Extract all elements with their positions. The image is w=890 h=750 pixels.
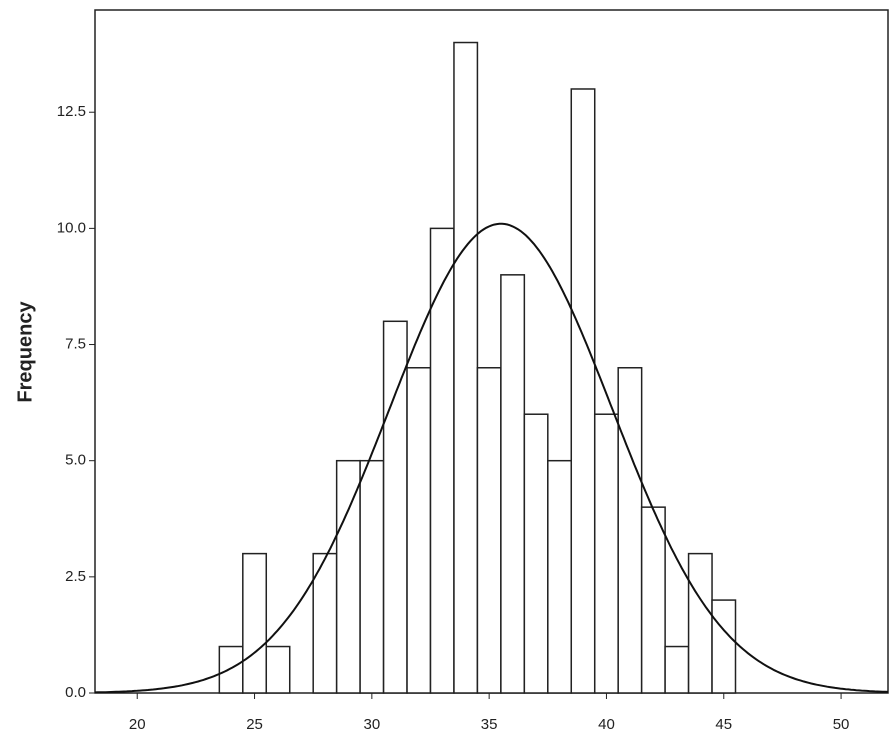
y-tick-label: 10.0 — [57, 219, 86, 236]
normal-curve — [94, 222, 889, 694]
bar — [429, 227, 455, 694]
bar — [570, 88, 596, 694]
x-tick-label: 20 — [129, 716, 146, 733]
bar — [687, 552, 713, 694]
x-tick-label: 45 — [715, 716, 732, 733]
y-tick-label: 2.5 — [65, 568, 86, 585]
bar — [711, 599, 737, 694]
x-tick-label: 50 — [833, 716, 850, 733]
x-tick-label: 30 — [364, 716, 381, 733]
bar — [453, 41, 479, 694]
y-tick-label: 5.0 — [65, 452, 86, 469]
y-axis-label: Frequency — [14, 301, 36, 403]
bar — [406, 367, 432, 694]
bar — [593, 413, 619, 694]
bar — [523, 413, 549, 694]
bar — [359, 459, 385, 694]
x-tick-label: 40 — [598, 716, 615, 733]
x-tick-label: 35 — [481, 716, 498, 733]
y-tick-label: 0.0 — [65, 684, 86, 701]
x-tick-label: 25 — [246, 716, 263, 733]
bar — [500, 274, 526, 694]
y-tick-label: 7.5 — [65, 335, 86, 352]
bar — [242, 552, 268, 694]
bar — [640, 506, 666, 694]
bar — [547, 459, 573, 694]
bar — [382, 320, 408, 694]
bar — [265, 645, 291, 694]
bar — [335, 459, 361, 694]
y-tick-label: 12.5 — [57, 103, 86, 120]
bar — [664, 645, 690, 694]
bar — [617, 367, 643, 694]
bar — [476, 367, 502, 694]
bar — [218, 645, 244, 694]
